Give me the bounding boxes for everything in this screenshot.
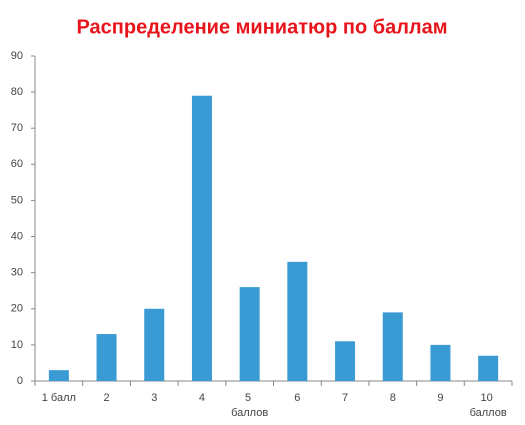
y-tick-label: 90 [11,50,23,62]
x-tick-label: 6 [294,392,300,404]
y-tick-label: 0 [17,375,23,387]
y-tick-label: 20 [11,303,23,315]
bar [478,355,499,381]
x-tick-label: 10 баллов [470,392,507,419]
bar [96,334,117,381]
y-tick-label: 30 [11,267,23,279]
y-tick-label: 50 [11,194,23,206]
y-tick-label: 80 [11,86,23,98]
y-tick-label: 10 [11,339,23,351]
bar [144,308,165,381]
x-tick-label: 1 балл [42,392,76,404]
bar [335,341,356,381]
chart-title: Распределение миниатюр по баллам [76,16,447,38]
y-tick-label: 60 [11,158,23,170]
x-tick-label: 3 [151,392,157,404]
x-tick-label: 5 баллов [231,392,268,419]
x-tick-label: 8 [390,392,396,404]
bar [48,370,69,381]
x-tick-label: 7 [342,392,348,404]
x-tick-label: 4 [199,392,205,404]
x-tick-label: 2 [103,392,109,404]
y-tick-label: 70 [11,122,23,134]
x-tick-label: 9 [437,392,443,404]
bar [191,95,212,381]
bar [430,344,451,381]
bar [287,261,308,381]
bar [382,312,403,381]
bar [239,287,260,381]
y-tick-label: 40 [11,230,23,242]
